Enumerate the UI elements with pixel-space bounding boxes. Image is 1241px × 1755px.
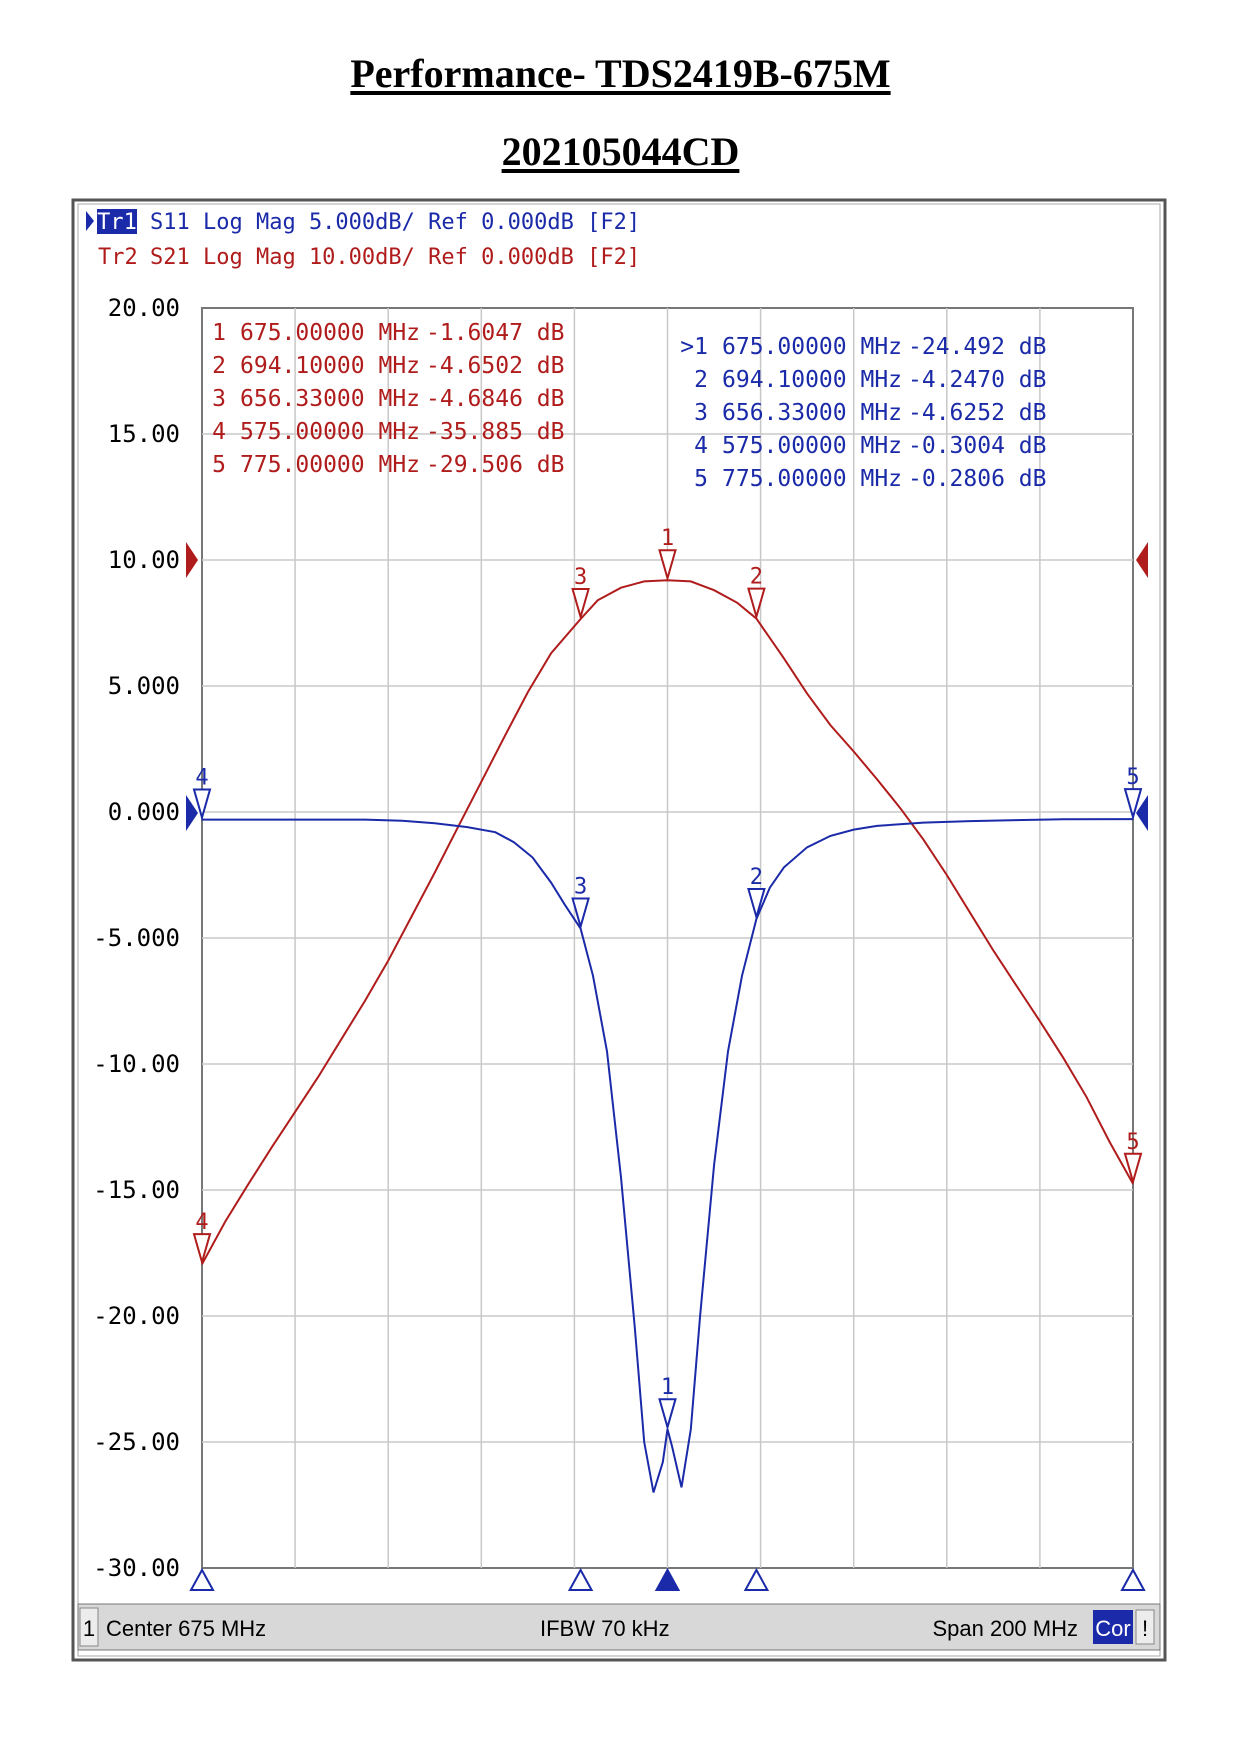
- marker-number: 5: [212, 452, 226, 478]
- marker-frequency: 675.00000 MHz: [722, 334, 902, 360]
- center-frequency[interactable]: Center 675 MHz: [106, 1616, 266, 1641]
- correction-badge[interactable]: [1093, 1610, 1133, 1644]
- marker-frequency: 775.00000 MHz: [240, 452, 420, 478]
- marker-number: 2: [212, 353, 226, 379]
- trace-marker-label: 5: [1126, 765, 1139, 790]
- marker-frequency: 694.10000 MHz: [722, 367, 902, 393]
- y-tick-label: 15.00: [108, 420, 180, 448]
- trace-marker-label: 3: [574, 875, 587, 900]
- y-tick-label: 20.00: [108, 294, 180, 322]
- marker-value: -35.885 dB: [426, 419, 564, 445]
- trace-markers: 1 2 3 4 5 1 2 3 4 5: [192, 526, 1143, 1431]
- channel-number: 1: [83, 1616, 95, 1641]
- trace-marker-icon[interactable]: [658, 549, 677, 582]
- marker-frequency: 656.33000 MHz: [240, 386, 420, 412]
- marker-number: 4: [212, 419, 226, 445]
- y-tick-label: -20.00: [93, 1302, 180, 1330]
- y-tick-label: 10.00: [108, 546, 180, 574]
- trace-marker-label: 4: [195, 766, 208, 791]
- stimulus-marker-icon[interactable]: [567, 1567, 594, 1591]
- marker-frequency: 656.33000 MHz: [722, 400, 902, 426]
- marker-number: 1: [212, 320, 226, 346]
- trace-marker-label: 1: [661, 1375, 674, 1400]
- marker-number: 3: [212, 386, 226, 412]
- marker-frequency: 675.00000 MHz: [240, 320, 420, 346]
- s21-marker-table: 1 675.00000 MHz -1.6047 dB 2 694.10000 MHz -4…: [212, 320, 564, 478]
- marker-value: -1.6047 dB: [426, 320, 564, 346]
- correction-label: Cor: [1095, 1616, 1130, 1641]
- marker-value: -24.492 dB: [908, 334, 1046, 360]
- marker-frequency: 775.00000 MHz: [722, 466, 902, 492]
- trace-marker-label: 2: [750, 865, 763, 890]
- marker-frequency: 575.00000 MHz: [240, 419, 420, 445]
- tr1-badge[interactable]: [97, 209, 137, 234]
- y-axis-ticks: 20.00 15.00 10.00 5.000 0.000 -5.000 -10.00 -15…: [93, 294, 180, 1582]
- s21-ref-left-arrow-icon: [186, 542, 198, 578]
- channel-box[interactable]: [79, 1607, 99, 1647]
- s11-trace-line: [202, 818, 1134, 1493]
- trace-marker-label: 4: [195, 1210, 208, 1235]
- y-tick-label: -15.00: [93, 1176, 180, 1204]
- trace-marker-icon[interactable]: [747, 888, 766, 921]
- tr1-label: S11 Log Mag 5.000dB/ Ref 0.000dB [F2]: [150, 210, 640, 235]
- trace-marker-label: 1: [661, 526, 674, 551]
- trace-marker-icon[interactable]: [1123, 788, 1143, 821]
- marker-number: 5: [694, 466, 708, 492]
- trace-marker-icon[interactable]: [192, 788, 212, 822]
- trace-marker-icon[interactable]: [658, 1398, 677, 1431]
- status-bar: 1 Center 675 MHz IFBW 70 kHz Span 200 MH…: [77, 1603, 1161, 1651]
- s11-ref-left-arrow-icon: [186, 795, 198, 831]
- trace-marker-icon[interactable]: [1123, 1152, 1143, 1186]
- s11-ref-right-arrow-icon: [1136, 795, 1148, 831]
- y-tick-label: 0.000: [108, 798, 180, 826]
- page-title: Performance- TDS2419B-675M: [350, 51, 891, 96]
- trace-marker-icon[interactable]: [571, 588, 590, 621]
- stimulus-marker-icon[interactable]: [189, 1567, 215, 1591]
- y-tick-label: 5.000: [108, 672, 180, 700]
- marker-value: -29.506 dB: [426, 452, 564, 478]
- y-tick-label: -25.00: [93, 1428, 180, 1456]
- trace-header: Tr1 S11 Log Mag 5.000dB/ Ref 0.000dB [F2…: [86, 209, 640, 270]
- marker-number: >1: [680, 334, 708, 360]
- marker-number: 4: [694, 433, 708, 459]
- marker-number: 3: [694, 400, 708, 426]
- trace-marker-icon[interactable]: [747, 587, 766, 621]
- grid: [202, 308, 1133, 1568]
- warning-box[interactable]: [1135, 1609, 1155, 1645]
- stimulus-marker-icon[interactable]: [654, 1567, 681, 1591]
- page-subtitle: 202105044CD: [501, 129, 740, 174]
- y-tick-label: -30.00: [93, 1554, 180, 1582]
- s11-marker-table: >1 675.00000 MHz -24.492 dB2 694.10000 MHz -…: [680, 334, 1046, 492]
- span-setting[interactable]: Span 200 MHz: [932, 1616, 1078, 1641]
- marker-frequency: 575.00000 MHz: [722, 433, 902, 459]
- y-tick-label: -5.000: [93, 924, 180, 952]
- trace-marker-icon[interactable]: [192, 1233, 212, 1266]
- stimulus-markers: [189, 1567, 1146, 1591]
- marker-value: -0.2806 dB: [908, 466, 1046, 492]
- stimulus-marker-icon[interactable]: [1120, 1567, 1146, 1591]
- tr2-label: S21 Log Mag 10.00dB/ Ref 0.000dB [F2]: [150, 245, 640, 270]
- marker-value: -4.2470 dB: [908, 367, 1046, 393]
- marker-frequency: 694.10000 MHz: [240, 353, 420, 379]
- trace-marker-label: 3: [574, 565, 587, 590]
- y-tick-label: -10.00: [93, 1050, 180, 1078]
- trace-marker-label: 2: [750, 565, 763, 590]
- warning-icon: !: [1142, 1616, 1148, 1641]
- active-trace-arrow-icon: [86, 211, 94, 231]
- marker-value: -4.6252 dB: [908, 400, 1046, 426]
- tr1-id: Tr1: [97, 210, 137, 235]
- trace-marker-icon[interactable]: [571, 897, 590, 931]
- marker-value: -4.6502 dB: [426, 353, 564, 379]
- s21-ref-right-arrow-icon: [1136, 542, 1148, 578]
- marker-number: 2: [694, 367, 708, 393]
- marker-value: -4.6846 dB: [426, 386, 564, 412]
- stimulus-marker-icon[interactable]: [743, 1567, 770, 1591]
- trace-marker-label: 5: [1126, 1130, 1139, 1155]
- tr2-id[interactable]: Tr2: [98, 245, 138, 270]
- marker-value: -0.3004 dB: [908, 433, 1046, 459]
- ifbw-setting[interactable]: IFBW 70 kHz: [540, 1616, 670, 1641]
